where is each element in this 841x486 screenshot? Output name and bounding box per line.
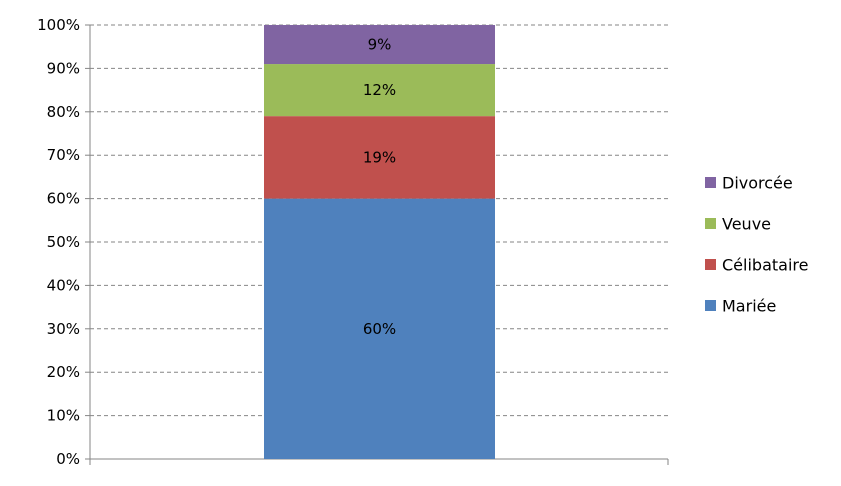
legend-swatch: [705, 177, 716, 188]
y-tick-label: 20%: [47, 363, 80, 381]
y-tick-label: 60%: [47, 190, 80, 208]
legend-item-mariee: Mariée: [705, 297, 776, 316]
data-label-mariee: 60%: [363, 320, 396, 338]
legend-item-veuve: Veuve: [705, 215, 771, 234]
data-label-divorcee: 9%: [368, 36, 392, 54]
bar-segments: [264, 25, 495, 459]
y-tick-label: 70%: [47, 146, 80, 164]
y-tick-label: 40%: [47, 276, 80, 294]
legend: Divorcée Veuve Célibataire Mariée: [705, 174, 808, 316]
legend-swatch: [705, 300, 716, 311]
y-tick-label: 0%: [56, 450, 80, 468]
data-label-celibataire: 19%: [363, 148, 396, 166]
legend-item-divorcee: Divorcée: [705, 174, 793, 193]
y-tick-label: 10%: [47, 407, 80, 425]
legend-label: Veuve: [722, 215, 771, 234]
legend-label: Mariée: [722, 297, 776, 316]
bar-segment-mariee: [264, 198, 495, 459]
legend-swatch: [705, 259, 716, 270]
y-tick-label: 100%: [37, 16, 80, 34]
data-labels: 60% 19% 12% 9%: [363, 36, 396, 338]
y-tick-label: 50%: [47, 233, 80, 251]
bar-segment-celibataire: [264, 116, 495, 199]
legend-label: Célibataire: [722, 256, 808, 275]
y-tick-label: 80%: [47, 103, 80, 121]
y-axis-ticks: 0% 10% 20% 30% 40% 50% 60% 70% 80% 90% 100%: [37, 16, 90, 468]
data-label-veuve: 12%: [363, 81, 396, 99]
y-tick-label: 90%: [47, 59, 80, 77]
legend-swatch: [705, 218, 716, 229]
y-tick-label: 30%: [47, 320, 80, 338]
legend-label: Divorcée: [722, 174, 793, 193]
bar-segment-divorcee: [264, 25, 495, 65]
bar-segment-veuve: [264, 64, 495, 117]
legend-item-celibataire: Célibataire: [705, 256, 808, 275]
